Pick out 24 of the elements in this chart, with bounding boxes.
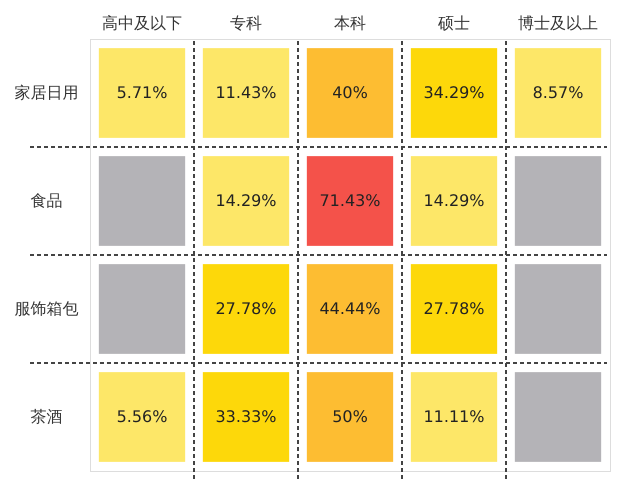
y-tick-label: 茶酒 [30,407,62,426]
y-tick-label: 食品 [30,191,62,210]
data-label: 14.29% [423,191,485,210]
data-label: 33.33% [215,407,277,426]
x-tick-label: 本科 [334,14,366,32]
data-label: 34.29% [423,83,485,102]
data-label: 27.78% [423,299,485,318]
y-tick-label: 服饰箱包 [14,299,78,318]
data-label: 40% [332,83,368,102]
x-tick-label: 专科 [230,14,262,32]
data-label: 8.57% [532,83,584,102]
data-label: 14.29% [215,191,277,210]
x-tick-label: 博士及以上 [518,14,598,32]
x-tick-label: 高中及以下 [102,14,182,32]
y-tick-label: 家居日用 [14,83,78,102]
data-label: 50% [332,407,368,426]
data-label: 5.56% [116,407,168,426]
data-label: 5.71% [116,83,168,102]
data-label: 11.11% [423,407,485,426]
data-label: 44.44% [319,299,381,318]
data-label: 71.43% [319,191,381,210]
data-label: 27.78% [215,299,277,318]
x-tick-label: 硕士 [437,14,470,32]
data-label: 11.43% [215,83,277,102]
